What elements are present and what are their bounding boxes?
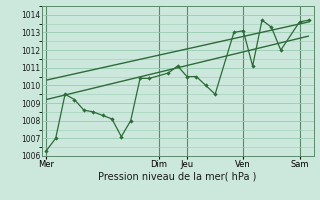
X-axis label: Pression niveau de la mer( hPa ): Pression niveau de la mer( hPa ): [99, 172, 257, 182]
